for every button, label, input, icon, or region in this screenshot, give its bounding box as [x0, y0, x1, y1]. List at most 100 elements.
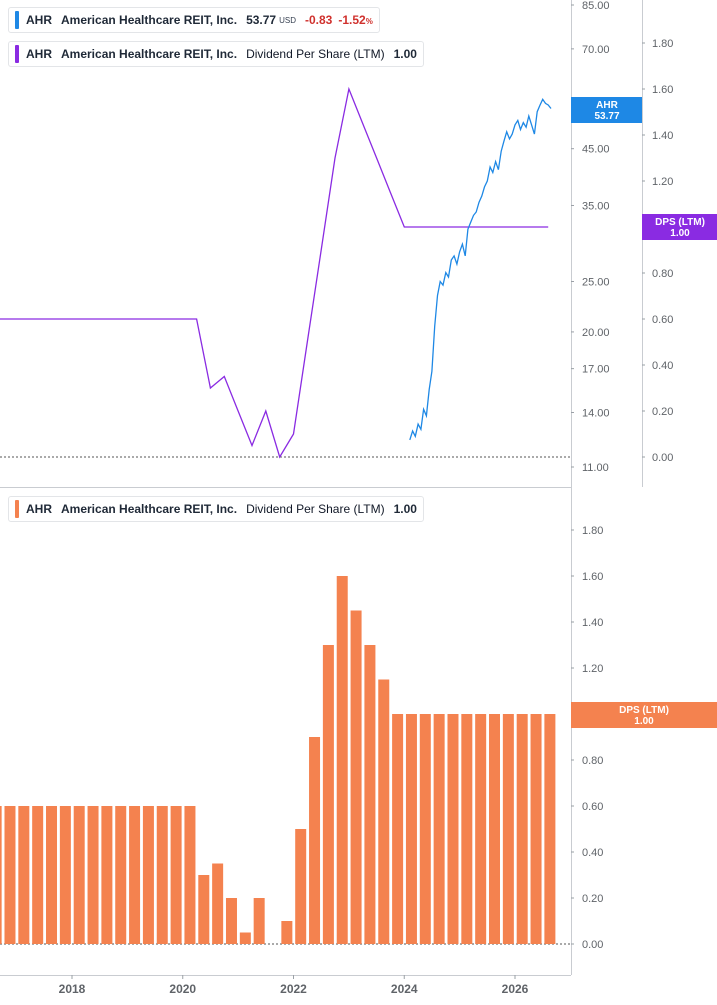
x-axis-tick-label: 2026	[502, 982, 529, 996]
price-badge-bg	[571, 97, 642, 123]
dps-bar	[184, 806, 196, 944]
dps-bar	[32, 806, 44, 944]
dps-top-axis-tick-label: 1.40	[652, 130, 673, 142]
dps-top-axis-tick-label: 1.20	[652, 176, 673, 188]
dps-bottom-badge-label: DPS (LTM)	[619, 705, 669, 716]
dps-bottom-badge: DPS (LTM) 1.00	[571, 702, 717, 728]
dps-top-badge: DPS (LTM) 1.00	[642, 214, 717, 240]
dps-top-series-swatch	[15, 45, 19, 63]
price-axis-tick-label: 35.00	[582, 200, 610, 212]
dps-bar	[18, 806, 30, 944]
price-axis-tick-label: 25.00	[582, 277, 610, 289]
dps-bar	[212, 863, 224, 944]
price-axis-tick-label: 17.00	[582, 364, 610, 376]
dps-top-axis-tick-label: 0.20	[652, 406, 673, 418]
price-axis-tick-label: 70.00	[582, 44, 610, 56]
price-legend-change-pct-value: -1.52	[338, 13, 366, 27]
dps-top-legend-company: American Healthcare REIT, Inc.	[61, 47, 238, 61]
dps-bottom-legend-value: 1.00	[393, 502, 417, 516]
dps-bottom-badge-value: 1.00	[634, 716, 654, 727]
price-series-line	[409, 97, 552, 441]
dps-bar	[0, 806, 2, 944]
dps-bar	[87, 806, 99, 944]
dps-bottom-legend[interactable]: AHR American Healthcare REIT, Inc. Divid…	[8, 496, 424, 522]
dps-bar	[516, 714, 528, 944]
dps-bar	[59, 806, 71, 944]
dps-top-axis-tick-label: 1.60	[652, 84, 673, 96]
dps-bar	[253, 898, 265, 944]
dps-bar	[129, 806, 141, 944]
dps-bar	[475, 714, 487, 944]
dps-top-legend-ticker: AHR	[26, 47, 52, 61]
dps-bottom-series-swatch	[15, 500, 19, 518]
x-axis-tick-label: 2020	[169, 982, 196, 996]
dps-bottom-axis-tick-label: 0.60	[582, 801, 603, 813]
dps-bottom-axis-tick-label: 0.40	[582, 847, 603, 859]
dps-bottom-legend-ticker: AHR	[26, 502, 52, 516]
x-axis-tick-label: 2018	[59, 982, 86, 996]
dps-bar	[309, 737, 321, 944]
price-axis-tick-label: 11.00	[582, 462, 609, 474]
dps-bottom-legend-metric: Dividend Per Share (LTM)	[246, 502, 385, 516]
dps-top-legend-value: 1.00	[393, 47, 417, 61]
dps-bars	[0, 576, 556, 944]
price-legend[interactable]: AHR American Healthcare REIT, Inc. 53.77…	[8, 7, 380, 33]
price-badge-ticker: AHR	[596, 100, 618, 111]
percent-symbol: %	[365, 17, 373, 26]
dps-top-legend-metric: Dividend Per Share (LTM)	[246, 47, 385, 61]
price-axis-tick-label: 85.00	[582, 0, 610, 12]
dps-bar	[46, 806, 58, 944]
dps-top-legend[interactable]: AHR American Healthcare REIT, Inc. Divid…	[8, 41, 424, 67]
dps-bar	[198, 875, 210, 944]
price-axis-tick-label: 45.00	[582, 144, 610, 156]
price-badge-value: 53.77	[594, 111, 619, 122]
price-axis-tick-label: 20.00	[582, 327, 610, 339]
dps-bar	[336, 576, 348, 944]
dps-bottom-axis-tick-label: 0.20	[582, 893, 603, 905]
price-legend-price: 53.77	[246, 13, 277, 27]
price-axis-tick-label: 14.00	[582, 408, 610, 420]
price-legend-change-pct: -1.52%	[338, 13, 372, 27]
dps-bar	[239, 932, 251, 944]
dps-top-badge-value: 1.00	[670, 228, 690, 239]
dps-bar	[530, 714, 542, 944]
dps-bar	[461, 714, 473, 944]
price-legend-company: American Healthcare REIT, Inc.	[61, 13, 238, 27]
dps-bar	[433, 714, 445, 944]
dps-top-badge-bg	[642, 214, 717, 240]
dps-bottom-badge-bg	[571, 702, 717, 728]
dps-bar	[156, 806, 168, 944]
dps-bottom-axis: 0.000.200.400.600.801.001.201.401.601.80	[571, 525, 603, 951]
x-axis-tick-label: 2022	[280, 982, 307, 996]
dps-bar	[502, 714, 514, 944]
dps-bar	[295, 829, 307, 944]
dps-bar	[101, 806, 113, 944]
price-legend-currency: USD	[279, 15, 296, 25]
dps-bar	[405, 714, 417, 944]
dps-bar	[419, 714, 431, 944]
dps-bar	[489, 714, 501, 944]
dps-bar	[115, 806, 127, 944]
dps-bar	[4, 806, 16, 944]
dps-bottom-axis-tick-label: 1.60	[582, 571, 603, 583]
dps-top-axis-tick-label: 1.80	[652, 38, 673, 50]
price-series-swatch	[15, 11, 19, 29]
dps-bar	[364, 645, 376, 944]
dps-bottom-legend-company: American Healthcare REIT, Inc.	[61, 502, 238, 516]
dps-series-line	[0, 86, 549, 459]
x-axis: 2018 2020 2022 2024 2026	[59, 975, 529, 996]
price-legend-change: -0.83	[305, 13, 333, 27]
price-badge: AHR 53.77	[571, 97, 642, 123]
dps-bottom-axis-tick-label: 0.00	[582, 939, 603, 951]
dps-bar	[544, 714, 556, 944]
dps-bar	[392, 714, 404, 944]
dps-top-axis-tick-label: 0.60	[652, 314, 673, 326]
dps-bar	[350, 610, 362, 944]
dps-bar	[378, 679, 390, 944]
dps-top-axis-tick-label: 0.40	[652, 360, 673, 372]
dps-bottom-axis-tick-label: 1.40	[582, 617, 603, 629]
dps-bar	[447, 714, 459, 944]
price-legend-ticker: AHR	[26, 13, 52, 27]
dps-bar	[142, 806, 154, 944]
